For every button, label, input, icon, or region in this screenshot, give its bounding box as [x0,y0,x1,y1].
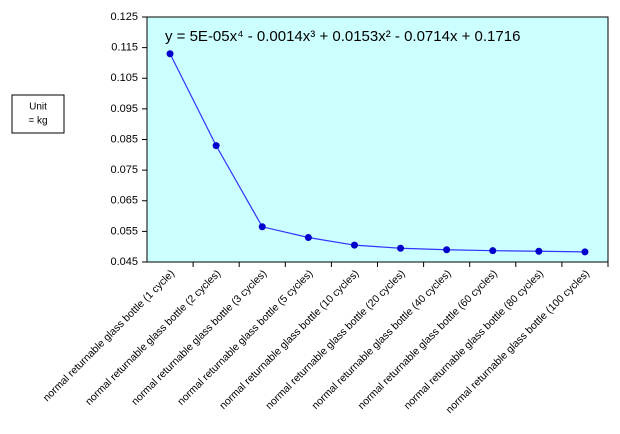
unit-label: Unit [29,102,47,113]
y-tick-label: 0.115 [111,42,138,54]
plot-area [146,16,609,263]
y-tick-label: 0.045 [110,256,138,268]
y-tick-label: 0.065 [110,195,138,207]
y-tick-label: 0.075 [110,164,138,176]
unit-label: = kg [28,116,47,127]
y-tick-label: 0.125 [110,11,138,23]
y-tick-label: 0.085 [110,133,138,145]
data-point [258,223,266,231]
data-point [489,247,497,255]
data-point [304,234,312,241]
data-line [169,53,585,253]
data-point [397,244,405,252]
data-point [443,246,451,254]
y-tick-label: 0.095 [110,103,138,115]
data-point [350,241,358,249]
y-tick-label: 0.105 [110,72,138,84]
data-point [581,248,589,256]
trendline-equation: y = 5E-05x⁴ - 0.0014x³ + 0.0153x² - 0.07… [165,28,520,45]
data-point [212,142,220,150]
unit-box [11,94,65,134]
data-point [535,247,543,255]
y-tick-label: 0.055 [110,225,138,237]
data-point [166,50,174,58]
